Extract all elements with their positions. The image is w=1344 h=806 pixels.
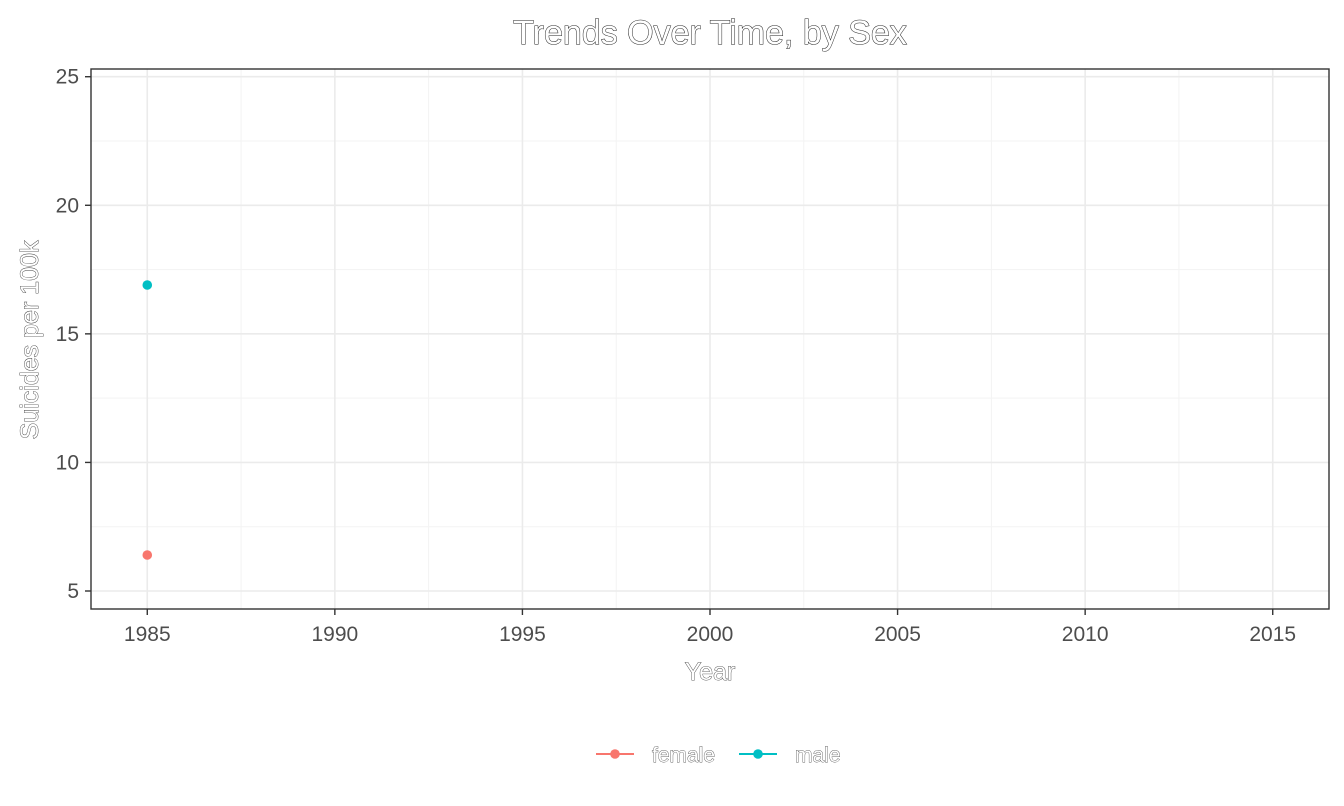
- y-tick-label: 20: [56, 194, 79, 217]
- legend-label: female: [652, 744, 715, 767]
- x-axis-title: Year: [685, 658, 736, 686]
- legend-label: male: [795, 744, 841, 767]
- legend-key-point: [610, 749, 620, 759]
- legend: female male: [596, 744, 841, 767]
- x-tick-label: 2015: [1249, 623, 1296, 646]
- x-tick-label: 1985: [124, 623, 171, 646]
- x-tick-label: 1995: [499, 623, 546, 646]
- x-tick-label: 2010: [1062, 623, 1109, 646]
- x-tick-label: 2005: [874, 623, 921, 646]
- x-tick-label: 2000: [687, 623, 734, 646]
- data-point-male: [142, 280, 153, 290]
- y-axis: 5 10 15 20 25: [56, 66, 91, 603]
- y-tick-label: 5: [67, 580, 79, 603]
- data-marks: [142, 280, 153, 560]
- data-point-female: [142, 550, 153, 560]
- y-axis-title: Suicides per 100k: [16, 240, 44, 439]
- y-tick-label: 25: [56, 66, 79, 89]
- grid: [91, 69, 1329, 609]
- legend-item-female: female: [596, 744, 715, 767]
- chart-title: Trends Over Time, by Sex: [513, 14, 907, 52]
- legend-key-point: [753, 749, 763, 759]
- legend-item-male: male: [739, 744, 841, 767]
- x-axis: 1985 1990 1995 2000 2005 2010 2015: [124, 609, 1296, 646]
- y-tick-label: 10: [56, 451, 79, 474]
- y-tick-label: 15: [56, 323, 79, 346]
- x-tick-label: 1990: [311, 623, 358, 646]
